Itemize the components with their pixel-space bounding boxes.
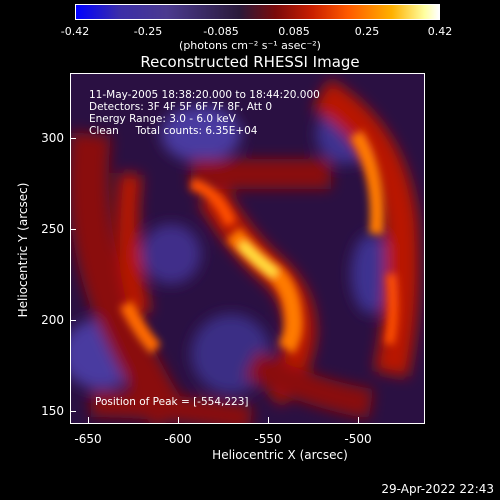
x-axis-label: Heliocentric X (arcsec) [212,448,348,462]
time-range-label: 11-May-2005 18:38:20.000 to 18:44:20.000 [89,89,320,101]
y-tick-label: 300 [41,131,64,145]
x-tick-label: -600 [164,432,192,446]
colorbar-tick: 0.085 [278,25,310,38]
x-tick-label: -550 [254,432,282,446]
y-tick-label: 150 [41,404,64,418]
counts-label: Clean Total counts: 6.35E+04 [89,125,258,137]
y-tick-mark [70,411,76,412]
x-tick-mark [268,417,269,423]
energy-range-label: Energy Range: 3.0 - 6.0 keV [89,113,236,125]
x-tick-mark [178,417,179,423]
colorbar-unit: (photons cm⁻² s⁻¹ asec⁻²) [179,39,321,52]
peak-position-label: Position of Peak = [-554,223] [95,396,249,408]
y-tick-mark [70,138,76,139]
colorbar [75,4,440,20]
timestamp: 29-Apr-2022 22:43 [381,482,494,496]
y-tick-mark [70,320,76,321]
emission-map [71,74,424,423]
y-tick-label: 200 [41,313,64,327]
x-tick-label: -500 [344,432,372,446]
x-tick-mark [358,417,359,423]
y-tick-mark [70,229,76,230]
colorbar-tick: -0.085 [203,25,239,38]
y-axis-label: Heliocentric Y (arcsec) [16,182,30,318]
image-title: Reconstructed RHESSI Image [140,53,360,71]
colorbar-tick: -0.42 [60,25,90,38]
x-tick-mark [88,417,89,423]
colorbar-tick: 0.42 [427,25,453,38]
y-tick-label: 250 [41,222,64,236]
detectors-label: Detectors: 3F 4F 5F 6F 7F 8F, Att 0 [89,101,273,113]
x-tick-label: -650 [74,432,102,446]
rhessi-image: 11-May-2005 18:38:20.000 to 18:44:20.000… [70,73,425,424]
colorbar-tick: 0.25 [354,25,380,38]
colorbar-tick: -0.25 [133,25,163,38]
